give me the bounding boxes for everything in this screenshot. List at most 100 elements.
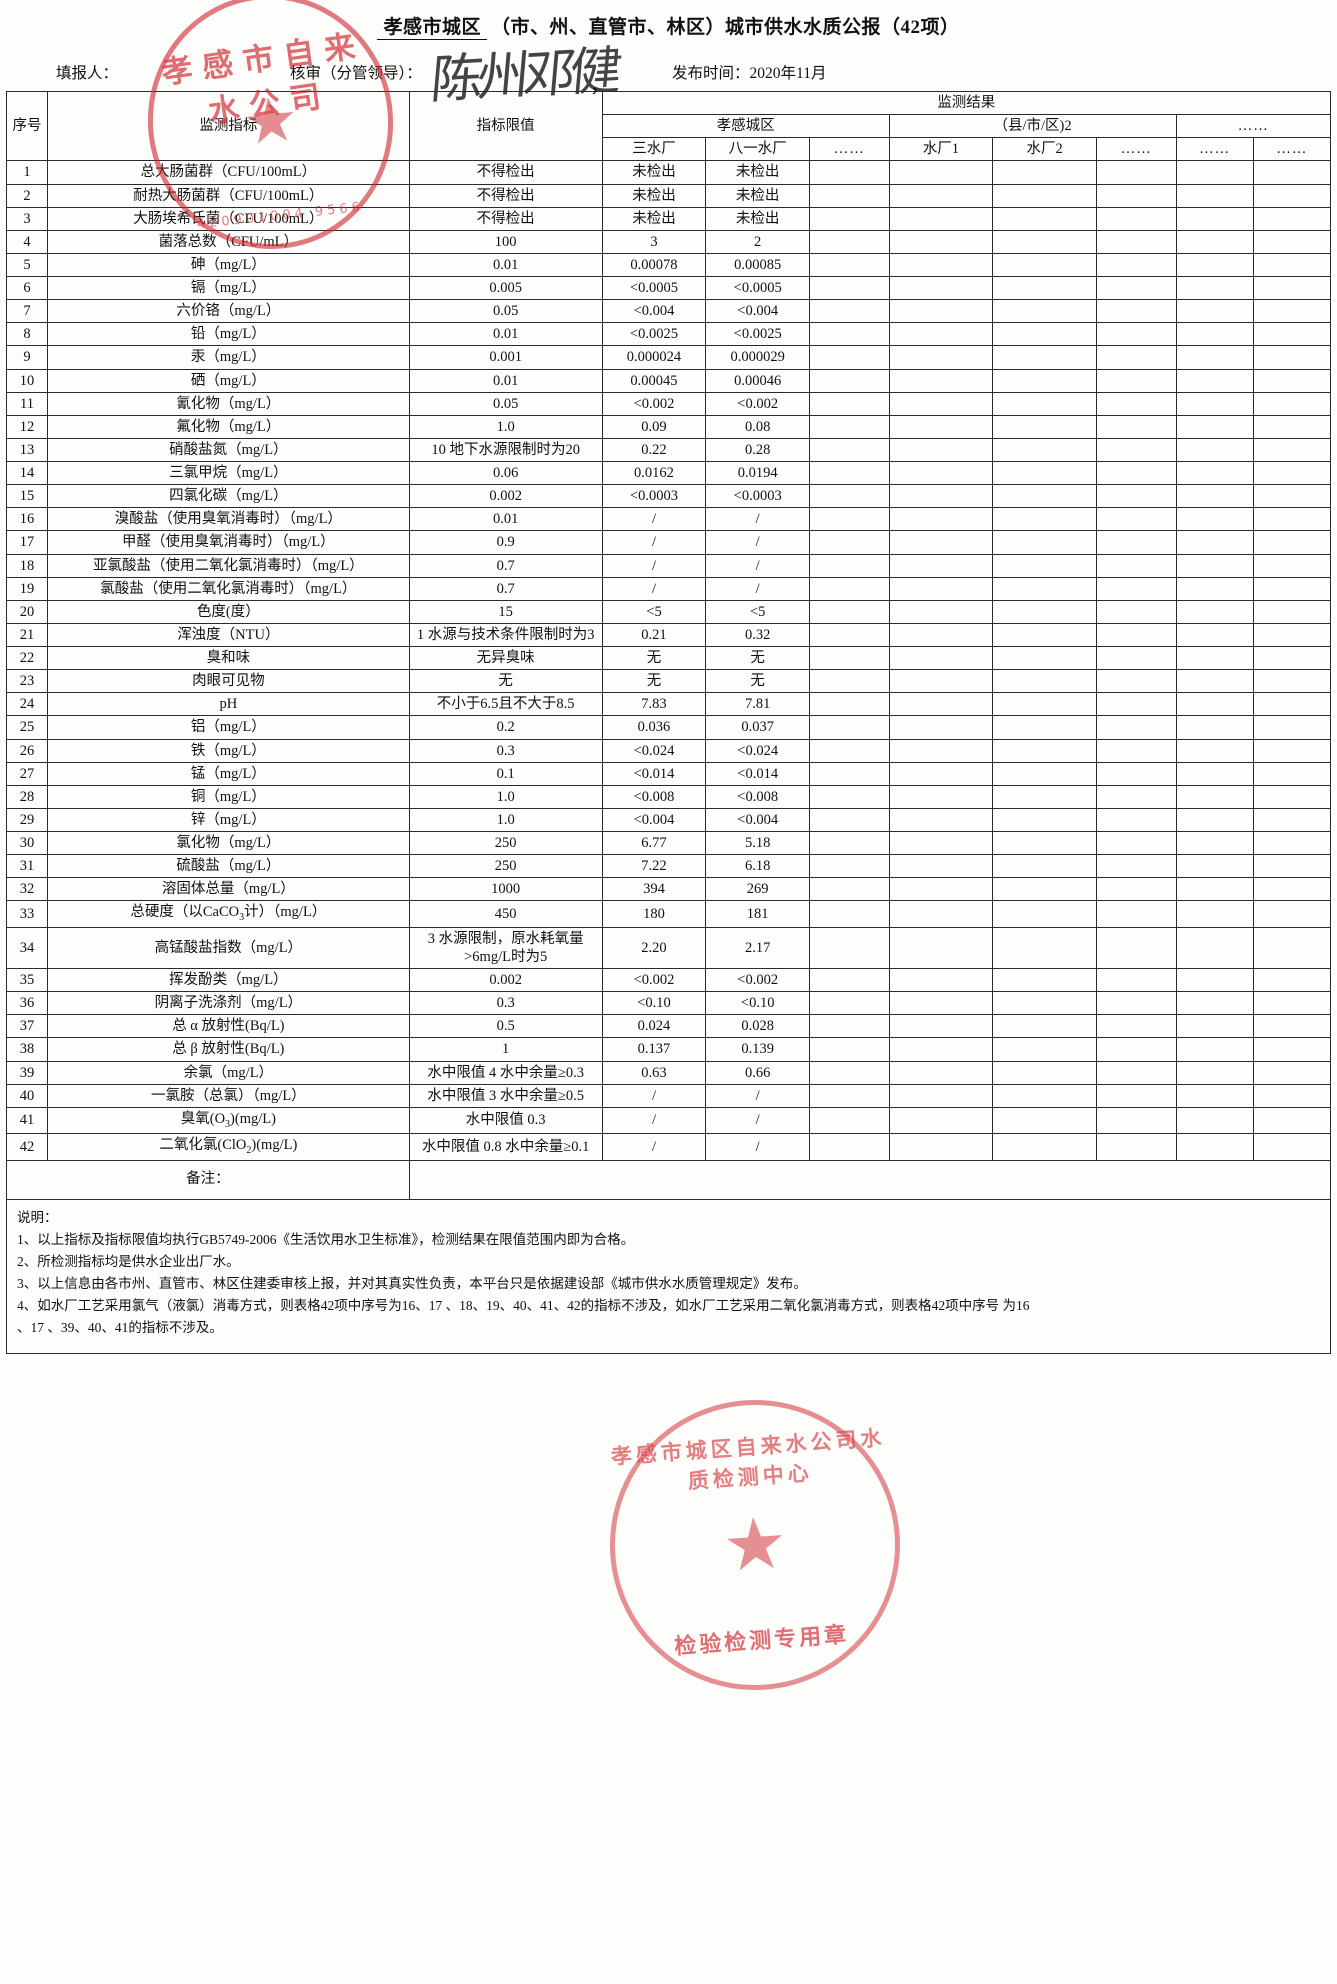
cell-limit: 0.9 [408,530,603,555]
cell-limit: 15 [408,599,603,624]
cell-no: 39 [6,1060,48,1085]
cell-empty [1095,1037,1177,1062]
cell-limit: 0.05 [408,299,603,324]
cell-empty [1252,414,1332,439]
cell-no: 6 [6,275,48,301]
cell-no: 36 [6,991,48,1016]
cell-value-plant2: 5.18 [705,830,811,856]
cell-limit: 0.01 [408,507,603,532]
cell-empty [1175,738,1254,763]
cell-value-plant2: <0.10 [705,991,811,1016]
cell-empty [992,692,1097,717]
cell-value-plant2: 0.08 [705,414,811,439]
cell-empty [992,877,1097,902]
cell-empty [888,252,994,278]
cell-empty [888,854,994,879]
cell-indicator: 色度(度） [46,599,410,624]
cell-empty [888,761,994,786]
table-row: 33 总硬度（以CaCO3计）（mg/L） 450 180 181 [6,900,1332,928]
cell-empty [809,391,890,416]
cell-empty [1095,761,1177,786]
cell-value-plant1: 0.00045 [601,368,707,393]
cell-no: 17 [6,530,48,555]
cell-value-plant2: 0.000029 [705,345,811,370]
cell-empty [992,391,1097,416]
cell-empty [809,830,890,856]
cell-empty [888,368,994,393]
table-row: 12 氟化物（mg/L） 1.0 0.09 0.08 [6,414,1332,439]
cell-value-plant1: 0.036 [601,715,707,740]
cell-value-plant1: 7.22 [601,854,707,879]
cell-limit: 0.01 [408,322,603,347]
cell-empty [888,507,994,532]
cell-no: 24 [6,692,48,717]
cell-empty [1252,275,1332,301]
group-header-county: （县/市/区)2 [888,114,1177,139]
cell-indicator: 余氯（mg/L） [46,1060,410,1085]
cell-empty [1252,345,1332,370]
cell-empty [1095,1060,1177,1085]
cell-empty [888,784,994,809]
cell-empty [992,1083,1097,1108]
cell-empty [1252,460,1332,486]
cell-value-plant2: 未检出 [705,160,811,185]
cell-empty [1252,183,1332,208]
cell-empty [1252,807,1332,833]
cell-empty [992,715,1097,740]
cell-value-plant2: / [705,507,811,532]
cell-value-plant2: <0.002 [705,968,811,993]
table-row: 35 挥发酚类（mg/L） 0.002 <0.002 <0.002 [6,968,1332,993]
cell-no: 10 [6,368,48,393]
cell-empty [888,460,994,486]
cell-empty [1175,926,1254,970]
cell-value-plant2: / [705,576,811,601]
cell-empty [1252,926,1332,970]
cell-value-plant2: 2 [705,229,811,254]
cell-empty [992,1060,1097,1085]
cell-value-plant1: 2.20 [601,926,707,970]
cell-value-plant2: 0.28 [705,437,811,463]
cell-value-plant1: 0.137 [601,1037,707,1062]
cell-limit: 0.01 [408,252,603,278]
cell-empty [809,1083,890,1108]
cell-value-plant2: 269 [705,877,811,902]
cell-value-plant1: 0.024 [601,1014,707,1039]
cell-empty [1252,900,1332,928]
cell-value-plant1: <0.004 [601,807,707,833]
cell-value-plant1: 6.77 [601,830,707,856]
cell-empty [992,854,1097,879]
cell-empty [809,926,890,970]
cell-indicator: 锰（mg/L） [46,761,410,786]
cell-limit: 0.1 [408,761,603,786]
table-row: 24 pH 不小于6.5且不大于8.5 7.83 7.81 [6,692,1332,717]
cell-empty [809,183,890,208]
cell-value-plant1: 无 [601,669,707,694]
cell-empty [1095,507,1177,532]
cell-empty [1095,830,1177,856]
cell-empty [1252,1106,1332,1135]
cell-empty [888,229,994,254]
cell-limit: 1 水源与技术条件限制时为3 [408,622,603,648]
cell-empty [992,645,1097,671]
table-row: 30 氯化物（mg/L） 250 6.77 5.18 [6,830,1332,856]
cell-empty [1175,160,1254,185]
cell-empty [1175,900,1254,928]
cell-limit: 1 [408,1037,603,1062]
cell-empty [1095,437,1177,463]
cell-empty [809,645,890,671]
cell-value-plant2: / [705,530,811,555]
cell-indicator: 挥发酚类（mg/L） [46,968,410,993]
cell-indicator: 铜（mg/L） [46,784,410,809]
cell-empty [1252,761,1332,786]
cell-indicator: 镉（mg/L） [46,275,410,301]
note-item: 4、如水厂工艺采用氯气（液氯）消毒方式，则表格42项中序号为16、17 、18、… [17,1297,1030,1313]
subcol-plant-4: 水厂2 [992,137,1097,162]
cell-indicator: 菌落总数（CFU/mL） [46,229,410,254]
cell-indicator: 硝酸盐氮（mg/L） [46,437,410,463]
cell-value-plant1: 无 [601,645,707,671]
cell-indicator: 四氯化碳（mg/L） [46,484,410,509]
cell-limit: 不得检出 [408,160,603,185]
publish-label: 发布时间： [672,65,750,82]
cell-indicator: 浑浊度（NTU） [46,622,410,648]
cell-empty [1252,391,1332,416]
